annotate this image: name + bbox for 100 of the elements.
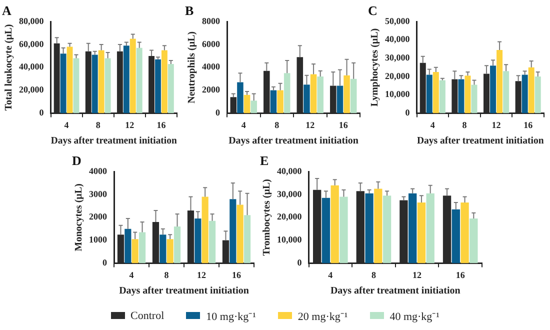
y-axis-title: Neutrophils (µL): [186, 31, 198, 104]
bar: [98, 50, 104, 114]
x-tick-label: 16: [232, 270, 242, 280]
y-axis-title: Monocytes (µL): [74, 184, 85, 252]
bar: [336, 86, 344, 114]
bar: [136, 48, 142, 114]
bar: [330, 185, 339, 264]
x-tick-label: 8: [96, 120, 101, 130]
y-tick-label: 40,000: [19, 62, 44, 72]
y-axis-title: Total leukocyte (µL): [4, 24, 15, 111]
y-tick-label: 8000: [202, 16, 220, 26]
y-tick-label: 6000: [202, 38, 220, 49]
bar: [408, 193, 417, 264]
bar: [155, 59, 161, 114]
bar: [161, 50, 168, 114]
bar: [496, 50, 503, 114]
x-tick-label: 12: [306, 120, 316, 130]
bar: [230, 199, 236, 264]
bar: [194, 218, 202, 264]
bar: [452, 209, 460, 264]
x-tick-label: 4: [430, 120, 436, 130]
bar: [490, 66, 496, 114]
bar: [470, 218, 478, 264]
bar: [322, 198, 330, 264]
bar: [132, 239, 138, 264]
bar: [236, 204, 244, 264]
bar: [432, 72, 439, 114]
x-tick-label: 4: [129, 270, 134, 280]
x-tick-label: 12: [125, 120, 135, 130]
bar: [382, 196, 392, 264]
y-axis-title: Lymphocytes (µL): [370, 28, 381, 107]
bar: [534, 76, 541, 114]
bar: [166, 239, 174, 264]
x-axis-title: Days after treatment initiation: [228, 136, 359, 147]
bar: [284, 73, 290, 114]
bar: [503, 71, 510, 114]
bar: [522, 74, 528, 114]
y-tick-label: 0: [405, 108, 410, 118]
bar: [244, 94, 250, 114]
bar: [426, 193, 434, 264]
bar: [237, 82, 244, 114]
bar: [244, 215, 251, 264]
bar: [471, 84, 478, 114]
bar: [374, 188, 382, 264]
bar: [138, 232, 146, 264]
y-axis-title: Trombocytes (µL): [262, 179, 273, 256]
y-tick-label: 4000: [89, 166, 108, 176]
y-tick-label: 30,000: [385, 52, 410, 63]
y-tick-label: 60,000: [19, 38, 44, 49]
x-axis-title: Days after treatment initiation: [330, 286, 461, 297]
y-tick-label: 20,000: [277, 212, 302, 222]
x-tick-label: 16: [524, 120, 534, 130]
bar: [340, 196, 348, 264]
chart-title: D: [72, 153, 82, 168]
legend-label: 40 mg·kg⁻¹: [390, 310, 440, 323]
y-tick-label: 0: [39, 108, 44, 118]
bar: [104, 58, 111, 114]
y-tick-label: 30,000: [277, 188, 302, 199]
bar: [160, 234, 166, 264]
y-tick-label: 40,000: [277, 166, 302, 176]
bar: [350, 78, 357, 114]
bar: [66, 46, 73, 114]
x-tick-label: 12: [492, 120, 502, 130]
legend-label: Control: [130, 310, 164, 322]
x-tick-label: 8: [462, 120, 468, 130]
x-tick-label: 4: [64, 120, 70, 130]
chart-title: A: [2, 3, 12, 18]
y-tick-label: 2000: [89, 212, 108, 222]
chart-title: B: [185, 3, 194, 18]
y-tick-label: 50,000: [385, 16, 410, 26]
x-axis-title: Days after treatment initiation: [416, 135, 544, 147]
bar: [460, 202, 469, 264]
y-tick-label: 0: [297, 258, 302, 268]
y-tick-label: 20,000: [385, 70, 410, 81]
bar: [92, 54, 98, 114]
bar: [270, 90, 277, 114]
y-tick-label: 4000: [202, 62, 220, 72]
x-tick-label: 8: [274, 120, 280, 130]
bar: [168, 64, 174, 114]
bar: [73, 58, 80, 114]
bar: [174, 226, 181, 264]
bar: [304, 84, 310, 114]
x-tick-label: 16: [156, 120, 166, 130]
chart-title: E: [260, 153, 269, 168]
bar: [310, 74, 317, 114]
x-tick-label: 4: [328, 270, 334, 280]
bar: [202, 196, 208, 264]
y-tick-label: 40,000: [385, 34, 410, 44]
x-tick-label: 16: [456, 270, 466, 280]
bar: [464, 76, 471, 114]
y-tick-label: 0: [102, 258, 108, 268]
bar: [344, 75, 350, 114]
y-tick-label: 2000: [202, 84, 220, 95]
y-tick-label: 1000: [89, 234, 108, 245]
bar: [528, 67, 534, 114]
bar: [250, 100, 257, 114]
x-tick-label: 12: [412, 270, 422, 280]
bar: [426, 74, 432, 114]
bar: [458, 79, 464, 114]
y-tick-label: 0: [216, 108, 220, 118]
